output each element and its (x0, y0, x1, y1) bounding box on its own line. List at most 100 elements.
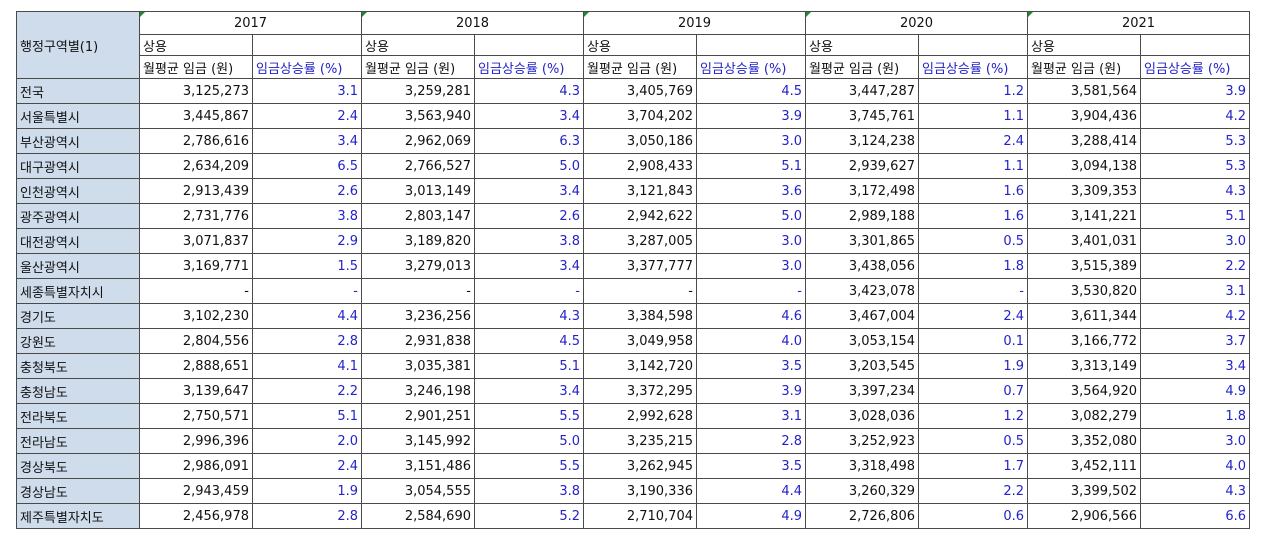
wage-cell[interactable]: 3,142,720 (583, 353, 697, 379)
rate-cell[interactable]: 3.4 (474, 253, 584, 279)
wage-cell[interactable]: 3,399,502 (1027, 478, 1141, 504)
rate-cell[interactable]: 3.1 (252, 78, 362, 104)
wage-cell[interactable]: 3,203,545 (805, 353, 919, 379)
rate-cell[interactable]: 3.7 (1140, 328, 1250, 354)
wage-cell[interactable]: 3,377,777 (583, 253, 697, 279)
rate-cell[interactable]: - (696, 278, 806, 304)
region-cell[interactable]: 전라남도 (16, 428, 140, 454)
rate-cell[interactable]: 6.3 (474, 128, 584, 154)
wage-cell[interactable]: 3,246,198 (361, 378, 475, 404)
wage-cell[interactable]: 2,750,571 (139, 403, 253, 429)
rate-cell[interactable]: 5.0 (696, 203, 806, 229)
category-header-blank[interactable] (918, 34, 1028, 56)
rate-cell[interactable]: 5.0 (474, 428, 584, 454)
rate-cell[interactable]: 1.9 (252, 478, 362, 504)
wage-cell[interactable]: 3,352,080 (1027, 428, 1141, 454)
wage-cell[interactable]: 2,634,209 (139, 153, 253, 179)
rate-cell[interactable]: 1.1 (918, 153, 1028, 179)
year-header[interactable]: 2019 (583, 11, 806, 35)
rate-cell[interactable]: 4.4 (696, 478, 806, 504)
wage-cell[interactable]: 2,456,978 (139, 503, 253, 529)
rate-cell[interactable]: 3.4 (474, 378, 584, 404)
rate-cell[interactable]: 2.4 (918, 303, 1028, 329)
wage-cell[interactable]: 2,942,622 (583, 203, 697, 229)
rate-cell[interactable]: 5.3 (1140, 128, 1250, 154)
rate-cell[interactable]: 4.0 (1140, 453, 1250, 479)
wage-cell[interactable]: 3,564,920 (1027, 378, 1141, 404)
wage-cell[interactable]: 3,082,279 (1027, 403, 1141, 429)
wage-cell[interactable]: 3,172,498 (805, 178, 919, 204)
rate-cell[interactable]: 3.4 (252, 128, 362, 154)
rate-cell[interactable]: 5.1 (696, 153, 806, 179)
wage-cell[interactable]: 2,939,627 (805, 153, 919, 179)
wage-cell[interactable]: 3,279,013 (361, 253, 475, 279)
region-cell[interactable]: 서울특별시 (16, 103, 140, 129)
region-cell[interactable]: 전라북도 (16, 403, 140, 429)
rate-cell[interactable]: 5.3 (1140, 153, 1250, 179)
rate-cell[interactable]: 5.2 (474, 503, 584, 529)
category-header-blank[interactable] (696, 34, 806, 56)
wage-cell[interactable]: 3,050,186 (583, 128, 697, 154)
wage-cell[interactable]: 2,986,091 (139, 453, 253, 479)
category-header[interactable]: 상용 (583, 34, 697, 56)
wage-cell[interactable]: 2,726,806 (805, 503, 919, 529)
rate-cell[interactable]: 2.9 (252, 228, 362, 254)
wage-cell[interactable]: 3,124,238 (805, 128, 919, 154)
region-cell[interactable]: 광주광역시 (16, 203, 140, 229)
category-header-blank[interactable] (252, 34, 362, 56)
wage-cell[interactable]: 3,745,761 (805, 103, 919, 129)
wage-cell[interactable]: - (583, 278, 697, 304)
wage-cell[interactable]: 3,288,414 (1027, 128, 1141, 154)
rate-cell[interactable]: 1.8 (918, 253, 1028, 279)
rate-column-header[interactable]: 임금상승률 (%) (252, 55, 362, 79)
wage-cell[interactable]: 2,931,838 (361, 328, 475, 354)
wage-cell[interactable]: 2,908,433 (583, 153, 697, 179)
wage-cell[interactable]: 2,906,566 (1027, 503, 1141, 529)
region-column-header[interactable]: 행정구역별(1) (16, 11, 140, 79)
rate-cell[interactable]: 1.8 (1140, 403, 1250, 429)
rate-cell[interactable]: 3.9 (696, 103, 806, 129)
rate-cell[interactable]: 0.1 (918, 328, 1028, 354)
rate-cell[interactable]: 4.2 (1140, 103, 1250, 129)
rate-cell[interactable]: 3.0 (696, 128, 806, 154)
wage-cell[interactable]: 3,372,295 (583, 378, 697, 404)
rate-cell[interactable]: 6.6 (1140, 503, 1250, 529)
rate-cell[interactable]: 4.9 (1140, 378, 1250, 404)
region-cell[interactable]: 세종특별자치시 (16, 278, 140, 304)
rate-cell[interactable]: 3.0 (696, 228, 806, 254)
region-cell[interactable]: 부산광역시 (16, 128, 140, 154)
rate-cell[interactable]: 3.9 (696, 378, 806, 404)
rate-cell[interactable]: 2.4 (252, 103, 362, 129)
rate-cell[interactable]: 3.8 (252, 203, 362, 229)
rate-cell[interactable]: 4.4 (252, 303, 362, 329)
region-cell[interactable]: 경상북도 (16, 453, 140, 479)
wage-cell[interactable]: 2,584,690 (361, 503, 475, 529)
rate-column-header[interactable]: 임금상승률 (%) (1140, 55, 1250, 79)
region-cell[interactable]: 경상남도 (16, 478, 140, 504)
wage-cell[interactable]: 3,401,031 (1027, 228, 1141, 254)
wage-cell[interactable]: 3,704,202 (583, 103, 697, 129)
wage-column-header[interactable]: 월평균 임금 (원) (583, 55, 697, 79)
wage-cell[interactable]: 2,786,616 (139, 128, 253, 154)
wage-cell[interactable]: 2,731,776 (139, 203, 253, 229)
wage-cell[interactable]: - (361, 278, 475, 304)
rate-cell[interactable]: 1.2 (918, 403, 1028, 429)
wage-cell[interactable]: 2,913,439 (139, 178, 253, 204)
wage-cell[interactable]: 3,318,498 (805, 453, 919, 479)
year-header[interactable]: 2018 (361, 11, 584, 35)
wage-cell[interactable]: 3,190,336 (583, 478, 697, 504)
wage-cell[interactable]: 2,962,069 (361, 128, 475, 154)
wage-cell[interactable]: 2,804,556 (139, 328, 253, 354)
wage-cell[interactable]: 3,252,923 (805, 428, 919, 454)
rate-cell[interactable]: 4.0 (696, 328, 806, 354)
rate-column-header[interactable]: 임금상승률 (%) (696, 55, 806, 79)
wage-cell[interactable]: 3,236,256 (361, 303, 475, 329)
wage-cell[interactable]: 3,139,647 (139, 378, 253, 404)
rate-cell[interactable]: - (918, 278, 1028, 304)
rate-column-header[interactable]: 임금상승률 (%) (474, 55, 584, 79)
rate-cell[interactable]: 4.3 (474, 303, 584, 329)
region-cell[interactable]: 대구광역시 (16, 153, 140, 179)
rate-column-header[interactable]: 임금상승률 (%) (918, 55, 1028, 79)
rate-cell[interactable]: 4.3 (1140, 178, 1250, 204)
rate-cell[interactable]: 4.3 (1140, 478, 1250, 504)
